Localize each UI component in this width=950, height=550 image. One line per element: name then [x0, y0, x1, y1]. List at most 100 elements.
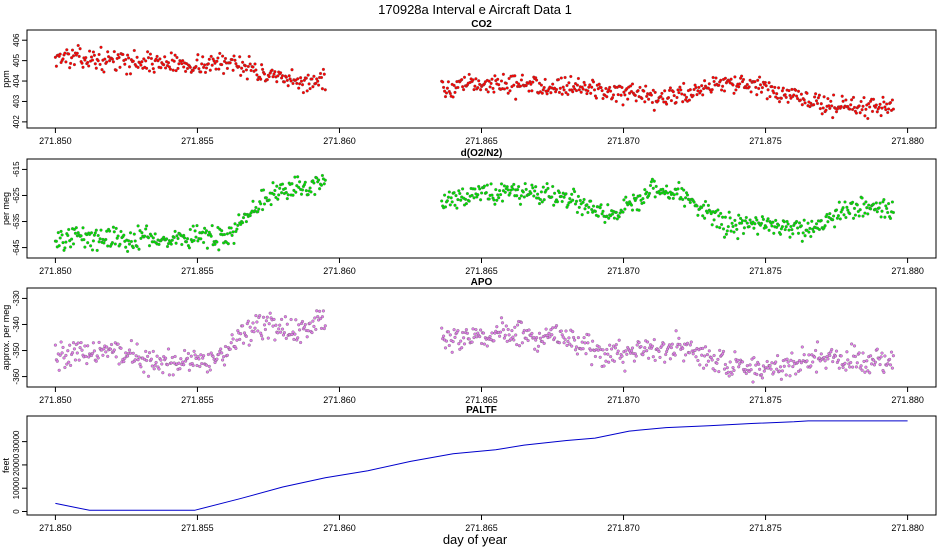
data-point: [778, 365, 783, 369]
data-point: [519, 78, 523, 82]
data-point: [312, 324, 316, 328]
data-point: [681, 100, 685, 104]
data-point: [71, 341, 76, 345]
data-point: [542, 85, 546, 90]
data-point: [84, 354, 88, 358]
data-point: [864, 200, 868, 204]
data-point: [268, 311, 272, 315]
data-point: [247, 54, 251, 59]
data-point: [237, 65, 241, 69]
data-point: [668, 86, 672, 90]
data-point: [807, 353, 811, 357]
data-point: [796, 226, 800, 230]
data-point: [524, 187, 528, 191]
data-point: [634, 99, 638, 103]
data-point: [802, 353, 806, 357]
data-point: [200, 362, 204, 366]
data-point: [505, 185, 509, 189]
data-point: [813, 95, 817, 99]
data-point: [797, 221, 802, 225]
data-point: [567, 81, 571, 85]
data-point: [635, 343, 639, 347]
data-point: [175, 234, 179, 238]
data-point: [890, 366, 894, 370]
data-point: [822, 95, 826, 99]
data-point: [534, 185, 538, 189]
data-point: [780, 89, 784, 93]
data-point: [700, 353, 704, 357]
data-point: [843, 200, 847, 204]
data-point: [650, 177, 654, 181]
data-point: [95, 248, 99, 252]
data-point: [185, 356, 190, 360]
data-point: [747, 369, 751, 374]
data-point: [292, 337, 296, 341]
data-point: [871, 202, 876, 206]
panel-title: PALTF: [466, 405, 497, 416]
data-point: [573, 202, 578, 206]
data-point: [722, 89, 727, 93]
data-point: [291, 193, 295, 197]
data-point: [318, 317, 323, 321]
data-point: [826, 220, 830, 224]
data-point: [545, 182, 549, 186]
x-tick-label: 271.880: [891, 266, 924, 276]
data-point: [279, 330, 283, 334]
data-point: [611, 93, 616, 97]
data-point: [608, 343, 612, 347]
data-point: [239, 332, 243, 336]
data-point: [182, 363, 186, 367]
data-point: [731, 83, 735, 87]
data-point: [789, 224, 793, 229]
data-point: [67, 360, 71, 364]
data-point: [630, 208, 635, 212]
data-point: [315, 309, 319, 313]
data-point: [722, 235, 727, 239]
data-point: [148, 52, 152, 56]
data-point: [247, 343, 251, 347]
data-point: [663, 360, 667, 364]
x-tick-label: 271.855: [181, 395, 214, 405]
data-point: [788, 93, 792, 98]
data-point: [170, 355, 174, 360]
data-point: [57, 244, 61, 248]
y-tick-label: -615: [12, 161, 21, 178]
data-point: [639, 345, 643, 349]
data-point: [119, 229, 123, 234]
data-point: [641, 197, 645, 201]
data-point: [548, 335, 552, 339]
y-tick-label: -340: [12, 316, 21, 333]
data-point: [72, 347, 76, 351]
data-point: [320, 87, 324, 91]
data-point: [241, 60, 245, 64]
data-point: [117, 362, 121, 366]
data-point: [478, 335, 482, 339]
data-point: [614, 210, 618, 214]
data-point: [731, 366, 735, 370]
data-point: [255, 73, 259, 77]
data-point: [799, 92, 803, 96]
data-point: [170, 238, 174, 242]
data-point: [225, 66, 229, 70]
data-point: [833, 354, 838, 358]
data-point: [546, 186, 550, 190]
data-point: [621, 210, 625, 214]
data-point: [144, 227, 148, 231]
data-point: [776, 96, 780, 100]
data-point: [265, 78, 269, 82]
data-point: [225, 353, 229, 357]
data-point: [487, 197, 491, 201]
data-point: [764, 84, 768, 88]
data-point: [714, 76, 718, 80]
data-point: [188, 227, 192, 232]
data-point: [552, 203, 556, 207]
data-point: [225, 232, 229, 236]
data-point: [700, 84, 704, 88]
data-point: [877, 357, 881, 361]
data-point: [811, 360, 815, 364]
data-point: [305, 89, 309, 93]
data-point: [755, 372, 759, 376]
data-point: [263, 327, 267, 332]
data-point: [248, 325, 252, 329]
data-point: [75, 51, 79, 55]
